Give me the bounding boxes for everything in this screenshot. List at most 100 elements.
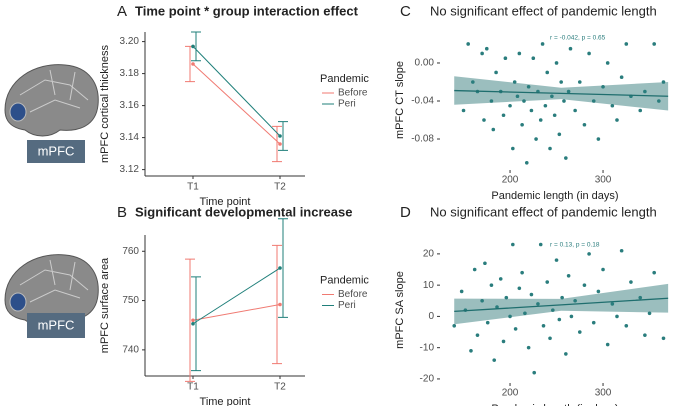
y-tick-label: 0.00 [415,58,435,69]
series-line [192,63,281,145]
point [587,51,591,56]
point [483,261,487,266]
point [541,323,546,328]
point [503,56,508,61]
y-tick-label: 760 [122,246,139,257]
x-axis-label: Time point [200,196,251,208]
y-axis-label: mPFC SA slope [394,271,406,349]
legend-label: Peri [338,99,356,110]
point [540,42,545,46]
error-bar [191,31,201,62]
point [534,137,538,141]
point [596,137,601,141]
y-axis-label: mPFC surface area [99,257,111,353]
point [624,323,629,328]
point [498,277,503,281]
point [517,51,522,56]
region-box [27,140,85,163]
point [591,320,596,325]
point [638,295,643,300]
series-line [192,267,281,325]
y-tick-label: 740 [122,345,139,356]
y-tick-label: -0.08 [411,134,434,145]
point [512,80,517,84]
point [582,122,587,127]
point [501,113,506,118]
chart-title: Time point * group interaction effect [135,3,359,18]
point [278,142,282,146]
point [610,302,615,306]
legend-label: Before [338,88,368,99]
point [461,108,466,113]
point [638,108,643,113]
error-bar [278,121,288,151]
point [520,270,524,275]
point [529,108,534,113]
point [494,70,498,75]
point [591,99,596,103]
point [278,134,282,138]
point [652,42,656,46]
point [508,314,512,319]
x-axis-label: Time point [200,396,251,406]
point [480,51,484,56]
y-tick-label: -10 [420,342,435,353]
point [550,94,554,99]
fit-line [454,89,669,97]
point [492,358,497,362]
y-tick-label: 0 [428,311,434,322]
point [522,99,526,103]
error-bar [185,258,195,382]
y-tick-label: 3.16 [120,100,140,111]
y-tick-label: 3.14 [120,132,140,143]
point [472,267,477,272]
x-axis-label: Pandemic length (in days) [491,190,618,202]
panel-letter: D [400,204,411,221]
point [601,267,605,272]
point [548,146,552,151]
point [459,289,464,294]
point [652,270,656,275]
point [647,311,652,316]
confidence-band [454,283,669,325]
brain-bottom: mPFC [4,254,99,338]
y-tick-label: 3.18 [120,68,140,79]
point [191,44,195,49]
region-label: mPFC [38,317,75,332]
y-tick-label: -0.04 [411,96,434,107]
point [643,333,647,337]
point [531,56,536,61]
x-tick-label: 200 [502,175,519,186]
point [482,118,486,122]
x-tick-label: T2 [274,382,286,393]
point [489,283,494,287]
point [629,280,633,284]
point [596,289,601,294]
series-line [192,46,281,137]
point [573,108,577,113]
point [566,89,571,94]
point [536,302,540,306]
y-tick-label: 10 [423,280,435,291]
annotation: r = -0.042, p = 0.65 [550,35,606,42]
panel-letter: C [400,3,411,20]
point [551,308,555,312]
y-axis-label: mPFC cortical thickness [99,45,111,163]
y-tick-label: 3.12 [120,164,140,175]
panel-letter: B [117,204,127,221]
point [538,118,543,122]
brain-top: mPFC [4,64,99,163]
point [511,242,515,247]
point [480,298,484,303]
point [559,80,563,84]
x-tick-label: T1 [187,182,199,193]
x-tick-label: 200 [502,388,519,399]
point [543,103,548,108]
panel-letter: A [117,3,127,20]
point [624,42,629,46]
point [524,160,529,165]
point [278,266,282,270]
point [484,46,489,51]
point [508,103,512,108]
